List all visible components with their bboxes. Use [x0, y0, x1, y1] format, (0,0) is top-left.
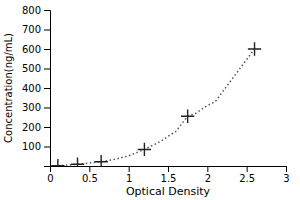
- tick: 500: [22, 63, 50, 74]
- tick: 300: [22, 102, 50, 113]
- y-axis-title: Concentration(ng/mL): [3, 33, 14, 143]
- tick-label: 3: [283, 173, 289, 184]
- tick-mark: [129, 166, 130, 172]
- tick-mark: [44, 147, 50, 148]
- tick-mark: [247, 166, 248, 172]
- tick: 200: [22, 122, 50, 133]
- tick-mark: [44, 127, 50, 128]
- tick: 700: [22, 24, 50, 35]
- tick: 0.5: [82, 166, 98, 184]
- marker: [94, 155, 107, 166]
- tick-label: 2.5: [239, 173, 255, 184]
- tick-label: 400: [22, 83, 41, 94]
- tick: 400: [22, 83, 50, 94]
- y-axis: 100 200 300 400 500 600 700 800: [22, 5, 51, 167]
- tick: 0: [47, 166, 53, 184]
- tick-label: 800: [22, 5, 41, 16]
- tick-label: 0.5: [82, 173, 98, 184]
- tick-label: 600: [22, 44, 41, 55]
- marker: [248, 42, 261, 55]
- x-axis-title: Optical Density: [126, 185, 211, 198]
- tick: 1.5: [161, 166, 177, 184]
- axis-line: [51, 167, 287, 173]
- tick-label: 300: [22, 102, 41, 113]
- tick-mark: [44, 30, 50, 31]
- tick-mark: [168, 166, 169, 172]
- tick: 3: [283, 166, 289, 184]
- tick-label: 100: [22, 141, 41, 152]
- x-axis: 0 0.5 1 1.5 2 2.5 3: [47, 166, 289, 184]
- tick-mark: [44, 108, 50, 109]
- tick-label: 2: [205, 173, 211, 184]
- tick: 600: [22, 44, 50, 55]
- marker: [51, 159, 64, 166]
- tick-mark: [44, 88, 50, 89]
- tick-mark: [44, 49, 50, 50]
- tick-label: 1: [126, 173, 132, 184]
- tick-mark: [44, 10, 50, 11]
- tick-label: 500: [22, 63, 41, 74]
- marker: [181, 110, 194, 123]
- tick-mark: [207, 166, 208, 172]
- marker: [71, 158, 84, 166]
- tick-label: 1.5: [161, 173, 177, 184]
- plot: 0 0.5 1 1.5 2 2.5 3 100 200 300 400 500 600 700 800: [22, 5, 290, 184]
- tick-label: 200: [22, 122, 41, 133]
- tick: 1: [126, 166, 132, 184]
- axis-line: [44, 11, 51, 167]
- line: [58, 49, 255, 166]
- tick: 800: [22, 5, 50, 16]
- chart: 0 0.5 1 1.5 2 2.5 3 100 200 300 400 500 600 700 800 Opt…: [0, 0, 300, 200]
- tick-label: 0: [47, 173, 53, 184]
- tick-mark: [286, 166, 287, 172]
- tick-mark: [89, 166, 90, 172]
- tick: 2: [205, 166, 211, 184]
- tick-mark: [44, 69, 50, 70]
- marks: [51, 42, 261, 166]
- marker: [138, 143, 151, 156]
- tick: 2.5: [239, 166, 255, 184]
- tick: 100: [22, 141, 50, 152]
- tick-label: 700: [22, 24, 41, 35]
